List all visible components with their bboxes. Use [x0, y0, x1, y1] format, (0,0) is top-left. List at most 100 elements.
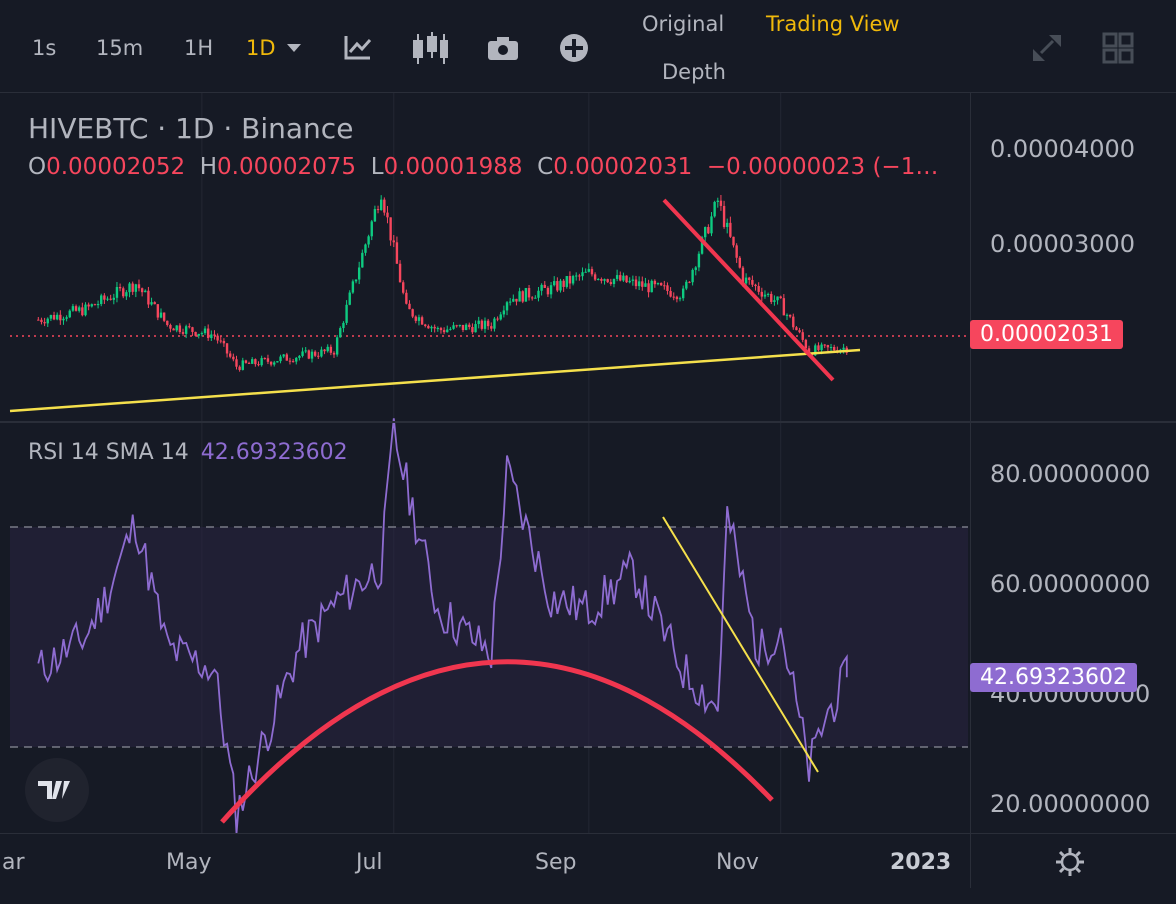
- candle-body: [238, 366, 241, 370]
- indicator-chart-icon[interactable]: [342, 32, 374, 62]
- candle-body: [634, 279, 638, 287]
- low-label: L: [370, 154, 384, 180]
- candle-body: [414, 316, 417, 321]
- time-tick-year: 2023: [890, 850, 952, 875]
- symbol-title: HIVEBTC · 1D · Binance: [28, 112, 354, 145]
- add-circle-icon[interactable]: [558, 32, 590, 64]
- candle-body: [480, 320, 484, 329]
- candle-body: [832, 346, 836, 351]
- candle-body: [619, 275, 622, 281]
- time-tick: Nov: [716, 850, 759, 875]
- candle-body: [823, 344, 826, 346]
- candlestick-type-icon[interactable]: [410, 30, 450, 66]
- candle-body: [527, 288, 531, 298]
- candle-body: [49, 315, 53, 319]
- settings-gear-icon[interactable]: [1054, 846, 1086, 878]
- candle-body: [505, 302, 509, 311]
- candle-body: [461, 324, 465, 331]
- expand-icon[interactable]: [1030, 32, 1064, 64]
- rsi-tick: 80.00000000: [990, 460, 1151, 488]
- candle-body: [153, 302, 156, 305]
- candle-body: [710, 216, 713, 234]
- candle-body: [313, 351, 317, 356]
- chart-toolbar: 1s 15m 1H 1D Original Trading View Depth: [0, 0, 1176, 93]
- ohlc-legend: O0.00002052 H0.00002075 L0.00001988 C0.0…: [28, 154, 938, 180]
- candle-body: [842, 347, 845, 350]
- view-original-tab[interactable]: Original: [642, 12, 725, 36]
- candle-body: [543, 284, 546, 288]
- candle-body: [112, 297, 116, 300]
- candle-body: [285, 354, 289, 361]
- candle-body: [276, 361, 279, 363]
- candle-body: [317, 355, 320, 357]
- candle-body: [263, 358, 267, 360]
- candle-body: [357, 267, 361, 280]
- candle-body: [65, 317, 68, 319]
- candle-body: [103, 295, 106, 300]
- candle-body: [156, 304, 160, 318]
- candle-body: [364, 244, 367, 253]
- candle-body: [241, 360, 244, 370]
- rsi-line: [37, 418, 848, 833]
- candle-body: [367, 236, 370, 245]
- candle-body: [307, 350, 311, 359]
- candle-body: [74, 306, 78, 311]
- candle-body: [792, 316, 795, 328]
- candle-body: [656, 283, 660, 285]
- candle-body: [804, 339, 808, 349]
- candle-body: [464, 324, 468, 331]
- candle-body: [568, 276, 572, 284]
- interval-1d[interactable]: 1D: [246, 36, 276, 60]
- candle-body: [134, 284, 138, 292]
- candle-body: [798, 330, 801, 333]
- candle-body: [150, 302, 153, 305]
- candle-body: [744, 277, 748, 284]
- support-trendline: [9, 348, 861, 413]
- candle-body: [474, 324, 477, 333]
- candle-body: [326, 346, 329, 352]
- candle-body: [754, 284, 757, 287]
- candle-body: [254, 359, 257, 365]
- candle-body: [807, 348, 811, 354]
- candle-body: [90, 304, 93, 307]
- candle-body: [329, 346, 333, 353]
- candle-body: [773, 300, 776, 302]
- candle-body: [600, 279, 603, 281]
- chart-canvas[interactable]: [0, 93, 970, 833]
- candle-body: [760, 291, 764, 297]
- candle-body: [688, 281, 691, 283]
- candle-body: [323, 349, 326, 352]
- interval-15m[interactable]: 15m: [96, 36, 144, 60]
- candle-body: [675, 296, 679, 300]
- view-depth-tab[interactable]: Depth: [662, 60, 726, 84]
- view-tradingview-tab[interactable]: Trading View: [766, 12, 900, 36]
- candle-body: [581, 272, 584, 277]
- pane-separator[interactable]: [0, 421, 1176, 423]
- candle-body: [650, 280, 653, 293]
- candle-body: [376, 209, 380, 211]
- candle-body: [301, 351, 304, 356]
- candle-body: [732, 236, 735, 246]
- chevron-down-icon[interactable]: [286, 42, 302, 54]
- candle-body: [597, 279, 600, 281]
- candle-body: [84, 304, 87, 316]
- candle-body: [184, 326, 188, 334]
- interval-1s[interactable]: 1s: [32, 36, 57, 60]
- candle-body: [266, 358, 270, 362]
- candle-body: [738, 257, 742, 268]
- candle-body: [499, 314, 502, 320]
- layout-grid-icon[interactable]: [1102, 32, 1134, 64]
- camera-icon[interactable]: [486, 34, 520, 62]
- candle-body: [559, 280, 562, 291]
- interval-1h[interactable]: 1H: [184, 36, 214, 60]
- candle-body: [37, 319, 40, 321]
- candle-body: [260, 358, 263, 366]
- candle-body: [647, 283, 650, 293]
- rsi-legend: RSI 14 SMA 14 42.69323602: [28, 440, 348, 465]
- candle-body: [361, 252, 364, 268]
- candle-body: [222, 340, 226, 344]
- rsi-arc-annotation: [220, 659, 774, 824]
- candle-body: [515, 298, 518, 302]
- candle-body: [537, 290, 540, 298]
- price-tick: 0.00003000: [990, 230, 1136, 258]
